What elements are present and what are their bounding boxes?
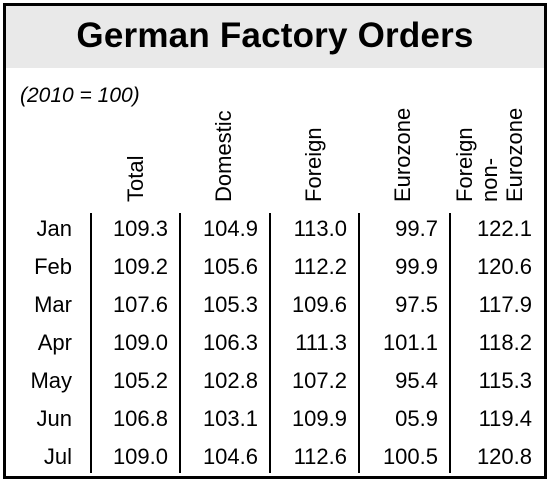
column-label-foreign-non-eurozone: Foreign non- Eurozone: [452, 107, 527, 202]
table-cell-value: 99.7: [395, 216, 438, 241]
table-cell-value: 105.3: [202, 292, 258, 317]
row-label-month: Apr: [37, 330, 72, 355]
table-cell-value: 106.3: [202, 330, 258, 355]
table-row: Mar 107.6 105.3 109.6 97.5 117.9: [6, 286, 544, 324]
table-cell-value: 105.6: [202, 254, 258, 279]
table-row: Feb 109.2 105.6 112.2 99.9 120.6: [6, 248, 544, 286]
table-row: Jul 109.0 104.6 112.6 100.5 120.8: [6, 438, 544, 476]
column-divider: [269, 213, 271, 473]
table-cell-value: 120.8: [476, 444, 532, 469]
table-cell-value: 112.2: [293, 254, 347, 279]
table-cell-value: 97.5: [395, 292, 438, 317]
table-cell-value: 109.9: [291, 406, 347, 431]
table-row: Jun 106.8 103.1 109.9 05.9 119.4: [6, 400, 544, 438]
table-frame: German Factory Orders (2010 = 100) Total…: [3, 3, 547, 479]
column-label-total: Total: [123, 155, 148, 202]
table-cell-value: 112.6: [293, 444, 347, 469]
table-cell-value: 05.9: [395, 406, 438, 431]
title-bar: German Factory Orders: [6, 6, 544, 68]
row-label-month: Mar: [34, 292, 72, 317]
column-label-foreign: Foreign: [301, 127, 326, 202]
table-cell-value: 106.8: [112, 406, 168, 431]
table-cell-value: 109.0: [112, 444, 168, 469]
table-cell-value: 109.0: [112, 330, 168, 355]
column-label-domestic: Domestic: [211, 110, 236, 202]
table-cell-value: 107.2: [291, 368, 347, 393]
table-cell-value: 103.1: [202, 406, 258, 431]
table-cell-value: 113.0: [293, 216, 347, 241]
column-header-foreign-non-eurozone: Foreign non- Eurozone: [444, 60, 532, 202]
table-row: May 105.2 102.8 107.2 95.4 115.3: [6, 362, 544, 400]
table-row: Jan 109.3 104.9 113.0 99.7 122.1: [6, 210, 544, 248]
table-cell-value: 100.5: [382, 444, 438, 469]
table-cell-value: 120.6: [476, 254, 532, 279]
column-header-foreign: Foreign: [293, 60, 381, 202]
table-title: German Factory Orders: [76, 16, 474, 55]
table-cell-value: 104.6: [202, 444, 258, 469]
table-cell-value: 105.2: [112, 368, 168, 393]
row-label-month: Jul: [43, 444, 72, 469]
table-cell-value: 104.9: [202, 216, 258, 241]
table-cell-value: 95.4: [395, 368, 438, 393]
table-cell-value: 107.6: [112, 292, 168, 317]
table-cell-value: 118.2: [478, 330, 532, 355]
row-label-month: Jun: [36, 406, 72, 431]
table-cell-value: 111.3: [295, 330, 347, 355]
table-cell-value: 119.4: [478, 406, 532, 431]
row-label-month: Jan: [36, 216, 72, 241]
table-subtitle: (2010 = 100): [20, 84, 140, 107]
table-cell-value: 102.8: [202, 368, 258, 393]
row-label-month: May: [30, 368, 72, 393]
table-cell-value: 101.1: [382, 330, 438, 355]
table-row: Apr 109.0 106.3 111.3 101.1 118.2: [6, 324, 544, 362]
table-cell-value: 109.3: [112, 216, 168, 241]
table-cell-value: 115.3: [478, 368, 532, 393]
table-cell-value: 122.1: [476, 216, 532, 241]
column-header-domestic: Domestic: [203, 60, 291, 202]
table-cell-value: 109.6: [291, 292, 347, 317]
table-cell-value: 117.9: [478, 292, 532, 317]
column-divider: [449, 213, 451, 473]
column-divider: [90, 213, 92, 473]
table-cell-value: 99.9: [395, 254, 438, 279]
row-label-month: Feb: [34, 254, 72, 279]
column-divider: [179, 213, 181, 473]
table-cell-value: 109.2: [112, 254, 168, 279]
column-header-total: Total: [115, 60, 203, 202]
column-divider: [358, 213, 360, 473]
column-label-eurozone: Eurozone: [390, 107, 415, 202]
